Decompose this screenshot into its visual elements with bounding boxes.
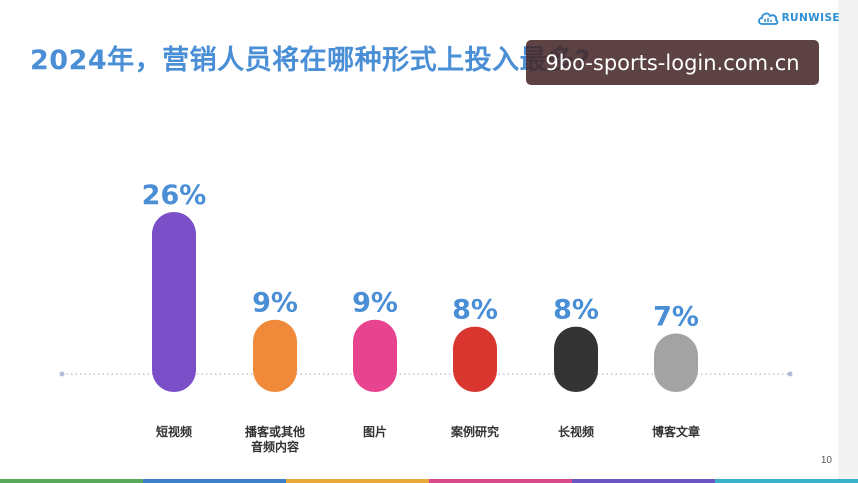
category-label: 短视频 — [156, 424, 192, 439]
category-label: 播客或其他 — [245, 424, 305, 439]
page-title: 2024年，营销人员将在哪种形式上投入最多? — [30, 45, 591, 76]
bar — [453, 326, 497, 392]
category-label: 长视频 — [558, 424, 594, 439]
data-label: 7% — [653, 302, 699, 333]
page-number: 10 — [820, 455, 832, 466]
bar — [152, 212, 196, 392]
footer-stripe — [715, 479, 858, 483]
data-label: 8% — [553, 295, 599, 326]
data-label: 8% — [452, 295, 498, 326]
category-label: 音频内容 — [251, 439, 299, 454]
data-label: 26% — [142, 180, 207, 211]
footer-stripe — [429, 479, 572, 483]
bar — [353, 319, 397, 392]
footer-stripe — [572, 479, 715, 483]
baseline-endpoint — [787, 371, 793, 377]
footer-stripe — [286, 479, 429, 483]
bar — [554, 326, 598, 392]
bar — [253, 319, 297, 392]
data-label: 9% — [352, 288, 398, 319]
data-label: 9% — [252, 288, 298, 319]
footer-color-bar — [0, 479, 858, 483]
category-label: 博客文章 — [652, 424, 700, 439]
slide-edge — [838, 0, 858, 483]
cloud-logo-icon — [757, 12, 778, 25]
bar — [654, 333, 698, 392]
watermark-overlay: 9bo-sports-login.com.cn — [526, 40, 819, 85]
footer-stripe — [0, 479, 143, 483]
category-label: 图片 — [363, 424, 387, 439]
baseline-endpoint — [59, 371, 65, 377]
logo: RUNWISE — [757, 10, 840, 26]
logo-text: RUNWISE — [781, 12, 840, 24]
footer-stripe — [143, 479, 286, 483]
category-label: 案例研究 — [450, 424, 499, 439]
